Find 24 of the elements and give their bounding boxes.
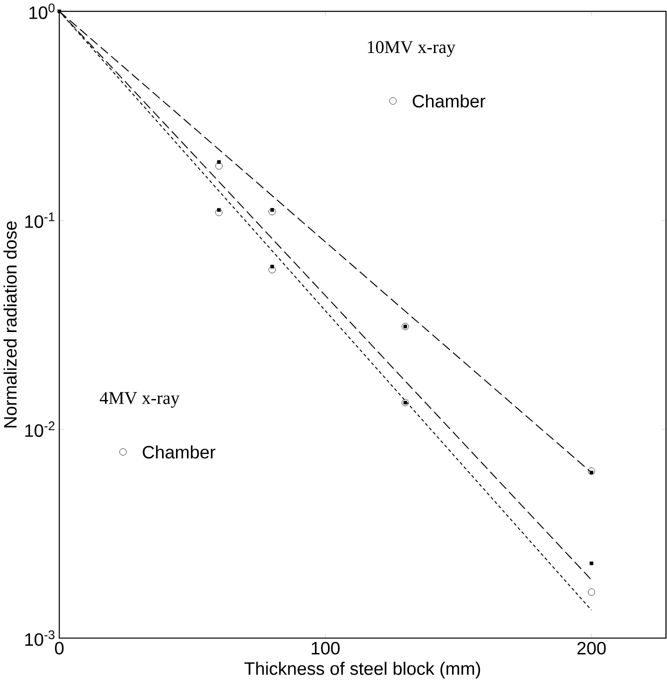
point — [217, 208, 221, 212]
y-axis-title: Normalized radiation dose — [4, 221, 17, 428]
annotation: 4MV x-ray — [100, 392, 180, 408]
point — [268, 266, 276, 274]
point — [270, 264, 274, 268]
y-tick-label: 10$^{-1}$ — [26, 212, 55, 228]
point — [58, 10, 62, 14]
point — [590, 562, 594, 566]
point — [268, 208, 276, 216]
point — [588, 468, 596, 475]
legend-label: Chamber — [143, 445, 216, 459]
point — [217, 160, 221, 164]
x-tick-label: 200 — [578, 642, 606, 655]
y-tick-label: 10$^{-3}$ — [26, 630, 55, 646]
point — [216, 208, 223, 216]
y-tick-label: 10$^{-2}$ — [26, 421, 55, 437]
point — [216, 162, 223, 170]
x-tick-label: 0 — [55, 642, 64, 655]
x-tick-label: 100 — [312, 642, 340, 655]
legend-label: Chamber — [413, 94, 486, 108]
point — [588, 588, 596, 596]
x-axis-title: Thickness of steel block (mm) — [244, 662, 480, 678]
annotation: 10MV x-ray — [368, 41, 456, 57]
y-tick-label: 10$^{0}$ — [30, 4, 55, 20]
